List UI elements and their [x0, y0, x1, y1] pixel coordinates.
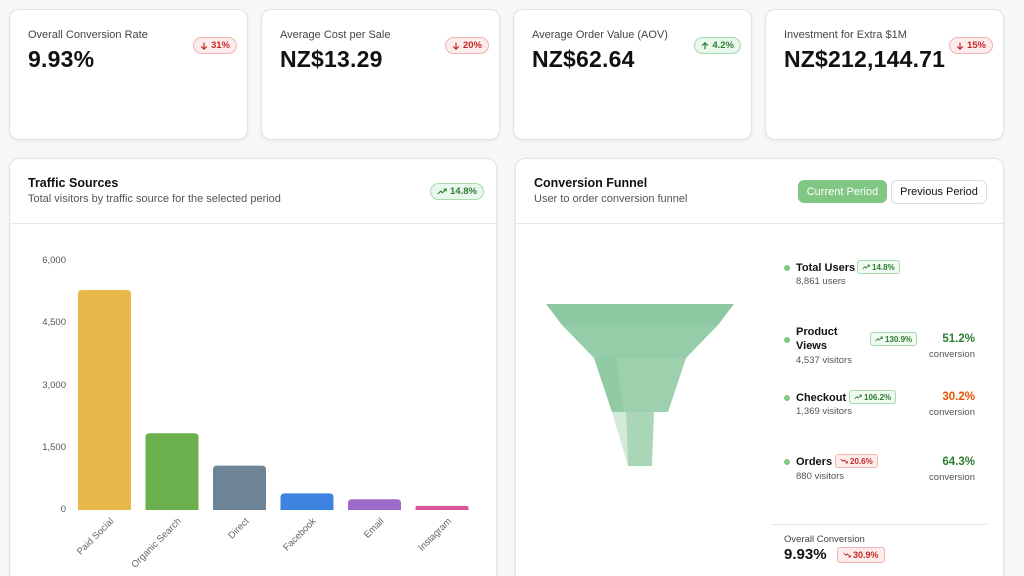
y-tick-label: 4,500 — [42, 317, 66, 329]
arrow-down-icon — [956, 42, 964, 50]
bars-layer — [78, 290, 469, 510]
traffic-bar-chart: 0 1,500 3,000 4,500 6,000 Paid Social Organic… — [10, 224, 498, 576]
bar-organic-search[interactable] — [145, 433, 199, 510]
trending-up-icon — [862, 264, 870, 270]
funnel-stage-orders — [626, 412, 654, 466]
bar-paid-social[interactable] — [78, 290, 131, 510]
stage-name-orders: Orders — [796, 456, 833, 468]
kpi-card-cost-per-sale: Average Cost per Sale NZ$13.29 20% — [261, 9, 500, 140]
panel-subtitle: User to order conversion funnel — [534, 193, 688, 205]
trending-up-icon — [875, 336, 883, 342]
previous-period-button[interactable]: Previous Period — [891, 180, 987, 204]
overall-conversion-label: Overall Conversion — [784, 534, 865, 545]
kpi-value: NZ$13.29 — [280, 46, 383, 72]
funnel-stage-checkout-shade — [594, 358, 624, 412]
kpi-card-aov: Average Order Value (AOV) NZ$62.64 4.2% — [513, 9, 752, 140]
stage-dot — [784, 337, 790, 343]
divider — [516, 223, 1003, 224]
arrow-down-icon — [200, 42, 208, 50]
stage-change-value: 20.6% — [850, 456, 873, 466]
kpi-label: Investment for Extra $1M — [784, 29, 907, 41]
trending-up-icon — [854, 394, 862, 400]
current-period-button[interactable]: Current Period — [798, 180, 887, 203]
stage-conversion-label: conversion — [929, 349, 975, 360]
trend-value: 14.8% — [450, 186, 477, 197]
stage-count: 880 visitors — [796, 471, 845, 482]
trending-up-icon — [437, 188, 447, 195]
conversion-funnel-panel: Conversion Funnel User to order conversi… — [515, 158, 1004, 576]
arrow-down-icon — [452, 42, 460, 50]
stage-conversion-label: conversion — [929, 407, 975, 418]
divider — [10, 223, 496, 224]
change-value: 20% — [462, 40, 482, 51]
stage-dot — [784, 265, 790, 271]
stage-name-product-views: Product Views — [796, 326, 838, 352]
stage-change-value: 106.2% — [864, 392, 892, 402]
kpi-value: NZ$212,144.71 — [784, 46, 946, 72]
stage-change-badge: 106.2% — [849, 390, 897, 404]
stage-name-checkout: Checkout — [796, 392, 847, 404]
stage-change-badge: 20.6% — [835, 454, 878, 468]
funnel-graphic — [546, 304, 734, 466]
kpi-value: 9.93% — [28, 46, 95, 72]
funnel-stage-total-users — [546, 304, 734, 325]
y-tick-label: 6,000 — [42, 255, 66, 266]
stage-count: 1,369 visitors — [796, 406, 852, 417]
stage-change-badge: 130.9% — [870, 332, 918, 346]
change-badge: 31% — [192, 37, 237, 54]
panel-title: Conversion Funnel — [534, 176, 648, 190]
stage-dot — [784, 395, 790, 401]
stage-change-value: 130.9% — [885, 334, 913, 344]
stage-conversion-label: conversion — [929, 472, 975, 483]
overall-conversion-value: 9.93% — [784, 546, 827, 563]
change-badge: 15% — [948, 37, 993, 54]
change-value: 15% — [966, 40, 986, 51]
kpi-card-conversion-rate: Overall Conversion Rate 9.93% 31% — [9, 9, 248, 140]
change-badge: 20% — [444, 37, 489, 54]
trending-down-icon — [840, 458, 848, 464]
stage-change-badge: 14.8% — [857, 260, 900, 274]
stage-conversion-pct: 30.2% — [942, 391, 975, 403]
kpi-label: Average Order Value (AOV) — [532, 29, 668, 41]
bar-email[interactable] — [348, 499, 401, 510]
funnel-stage-orders-shade — [612, 412, 628, 466]
stage-name-total-users: Total Users — [796, 262, 856, 274]
funnel-stage-product-views — [562, 325, 718, 358]
traffic-sources-panel: Traffic Sources Total visitors by traffi… — [9, 158, 497, 576]
stage-count: 8,861 users — [796, 276, 846, 287]
y-tick-label: 3,000 — [42, 379, 66, 391]
stage-dot — [784, 459, 790, 465]
panel-subtitle: Total visitors by traffic source for the… — [28, 193, 281, 205]
stage-conversion-pct: 64.3% — [942, 456, 975, 468]
panel-title: Traffic Sources — [28, 176, 119, 190]
bar-facebook[interactable] — [280, 493, 334, 510]
change-value: 4.2% — [712, 40, 734, 51]
stage-change-value: 14.8% — [872, 262, 895, 272]
trend-badge: 14.8% — [430, 183, 484, 200]
stage-conversion-pct: 51.2% — [942, 333, 975, 345]
kpi-value: NZ$62.64 — [532, 46, 635, 72]
bar-direct[interactable] — [213, 465, 266, 510]
change-value: 31% — [210, 40, 230, 51]
kpi-label: Average Cost per Sale — [280, 29, 391, 41]
kpi-label: Overall Conversion Rate — [28, 29, 148, 41]
change-badge: 4.2% — [694, 37, 741, 54]
trending-down-icon — [843, 552, 851, 558]
bar-instagram[interactable] — [415, 505, 469, 510]
y-tick-label: 0 — [60, 504, 66, 515]
kpi-card-investment: Investment for Extra $1M NZ$212,144.71 1… — [765, 9, 1004, 140]
arrow-up-icon — [702, 41, 709, 49]
y-tick-label: 1,500 — [42, 441, 66, 453]
overall-change-value: 30.9% — [853, 550, 879, 560]
overall-divider — [772, 524, 987, 525]
overall-change-badge: 30.9% — [837, 547, 885, 563]
stage-count: 4,537 visitors — [796, 355, 852, 366]
